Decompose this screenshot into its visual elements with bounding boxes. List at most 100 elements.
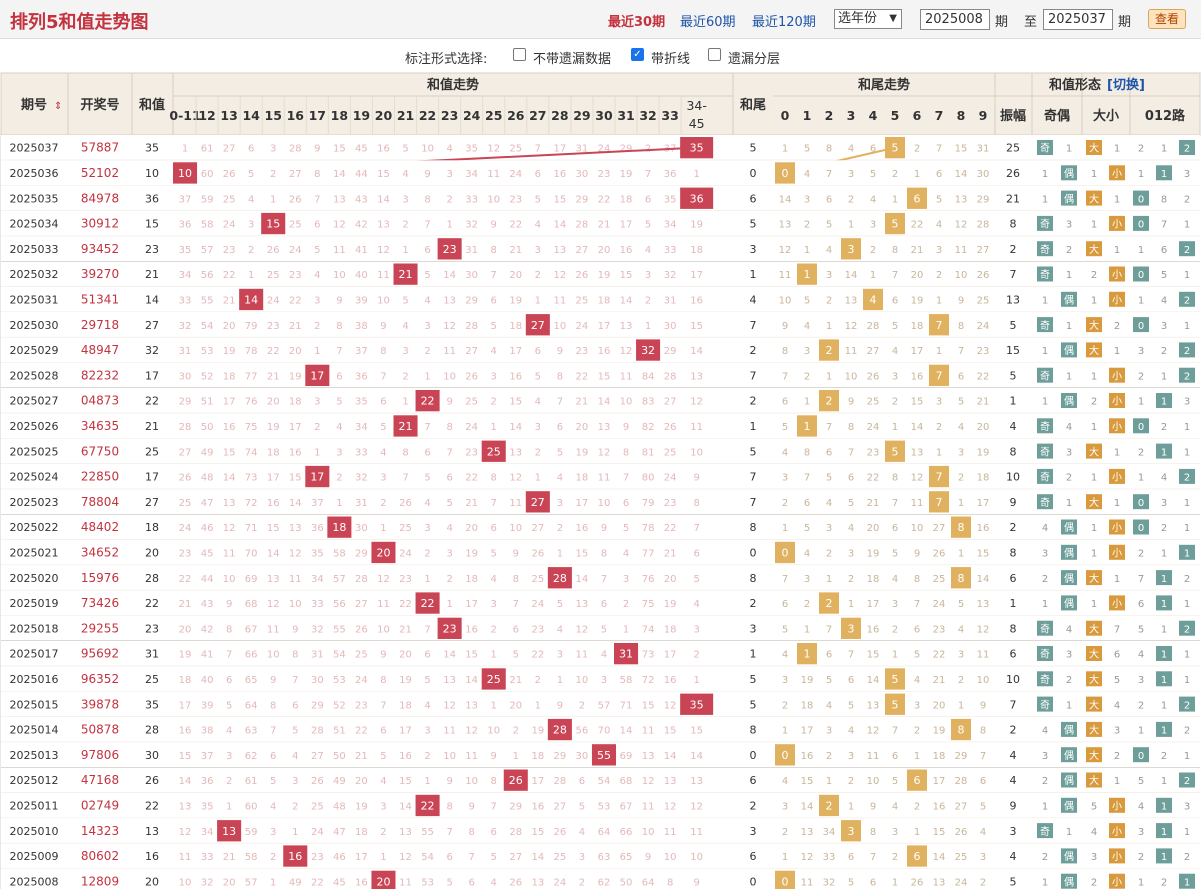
big-omission: 1	[1091, 599, 1097, 610]
sum-ball	[503, 769, 528, 791]
tail-omission: 1	[936, 346, 942, 357]
sum-omission: 13	[289, 523, 302, 534]
sum-omission: 22	[509, 220, 522, 231]
sum-omission: 78	[245, 346, 258, 357]
sum-omission: 43	[355, 194, 368, 205]
sum-omission: 16	[690, 295, 703, 306]
r012-badge-text: 1	[1161, 169, 1167, 180]
tail-ball-value: 3	[848, 622, 855, 635]
sum-ball-value: 32	[641, 344, 655, 357]
to-issue-input[interactable]: 2025037	[1043, 9, 1113, 30]
sum-omission: 11	[223, 548, 236, 559]
no-omission-checkbox[interactable]	[513, 48, 526, 61]
issue-cell: 2025010	[10, 825, 59, 838]
sum-omission: 1	[182, 144, 188, 155]
sum-omission: 19	[598, 270, 611, 281]
r012-badge	[1156, 646, 1172, 661]
tail-omission: 3	[826, 523, 832, 534]
sum-omission: 23	[289, 270, 302, 281]
sum-omission: 62	[245, 751, 258, 762]
odd-omission: 2	[1042, 852, 1048, 863]
recent-30-link[interactable]: 最近30期	[608, 15, 666, 30]
switch-link[interactable]: [切换]	[1107, 77, 1145, 93]
sum-omission: 12	[642, 776, 655, 787]
sum-omission: 1	[402, 397, 408, 408]
sum-omission: 12	[289, 548, 302, 559]
sum-omission: 35	[201, 801, 214, 812]
sum-omission: 27	[531, 523, 544, 534]
sum-omission: 21	[223, 295, 236, 306]
sum-omission: 2	[557, 523, 563, 534]
odd-badge	[1037, 317, 1053, 333]
sum-omission: 3	[226, 751, 232, 762]
sum-col-header: 27	[529, 108, 546, 123]
sum-omission: 36	[664, 169, 677, 180]
sum-col-header: 24	[463, 108, 481, 123]
tail-omission: 5	[782, 422, 788, 433]
tail-omission: 5	[848, 877, 854, 888]
draw-cell: 97806	[81, 748, 119, 762]
sum-omission: 35	[311, 548, 324, 559]
sum-omission: 36	[311, 523, 324, 534]
sum-omission: 4	[491, 877, 497, 888]
small-omission: 2	[1114, 321, 1120, 332]
amp-cell: 8	[1010, 218, 1017, 231]
sum-omission: 14	[289, 498, 302, 509]
even-badge	[1061, 544, 1077, 560]
sum-omission: 9	[491, 751, 497, 762]
tail-cell: 7	[750, 319, 757, 332]
tail-omission: 3	[782, 801, 788, 812]
tail-ball-value: 5	[892, 673, 899, 686]
sum-omission: 19	[509, 295, 522, 306]
sum-omission: 2	[446, 194, 452, 205]
sum-omission: 2	[535, 447, 541, 458]
tail-omission: 2	[870, 245, 876, 256]
sum-omission: 1	[491, 422, 497, 433]
sum-cell: 22	[145, 597, 159, 610]
even-badge	[1061, 291, 1077, 307]
r012-badge	[1156, 848, 1172, 864]
sum-cell: 27	[145, 319, 159, 332]
sum-omission: 21	[355, 751, 368, 762]
recent-60-link[interactable]: 最近60期	[680, 15, 736, 30]
sum-ball-value: 23	[443, 243, 457, 256]
recent-120-link[interactable]: 最近120期	[752, 15, 816, 30]
sum-omission: 24	[399, 548, 412, 559]
sum-cell: 13	[145, 825, 159, 838]
sum-omission: 24	[598, 144, 611, 155]
draw-cell: 80602	[81, 849, 119, 863]
sum-omission: 14	[333, 169, 346, 180]
tail-omission: 4	[892, 574, 898, 585]
sum-omission: 6	[336, 371, 342, 382]
omission-layer-checkbox[interactable]	[708, 48, 721, 61]
odd-badge	[1037, 266, 1053, 282]
r012-omission: 2	[1184, 194, 1190, 205]
tail-cell: 3	[750, 825, 757, 838]
r012-badge	[1156, 671, 1172, 687]
big-badge	[1086, 721, 1102, 737]
big-badge	[1086, 570, 1102, 586]
sum-ball	[415, 390, 440, 412]
odd-badge-text: 奇	[1040, 825, 1050, 838]
sum-ball	[680, 187, 714, 209]
sum-omission: 5	[336, 397, 342, 408]
sum-omission: 4	[270, 801, 276, 812]
sum-ball	[217, 820, 242, 842]
polyline-checkbox[interactable]: ✓	[631, 48, 644, 61]
r012-badge	[1179, 620, 1195, 636]
sum-omission: 4	[623, 548, 629, 559]
r012-badge	[1156, 165, 1172, 181]
year-select[interactable]: 选年份 ▼	[834, 9, 902, 29]
from-issue-input[interactable]: 2025008	[920, 9, 990, 30]
sum-omission: 66	[620, 827, 633, 838]
view-button[interactable]: 查看	[1148, 9, 1186, 29]
odd-badge-text: 奇	[1040, 243, 1050, 256]
sum-omission: 9	[446, 397, 452, 408]
sum-omission: 47	[201, 498, 214, 509]
tail-ball-value: 0	[782, 875, 789, 888]
tail-omission: 24	[933, 599, 946, 610]
sum-omission: 5	[226, 700, 232, 711]
sum-cell: 28	[145, 724, 159, 737]
r012-omission: 2	[1161, 422, 1167, 433]
tail-omission: 28	[955, 776, 968, 787]
